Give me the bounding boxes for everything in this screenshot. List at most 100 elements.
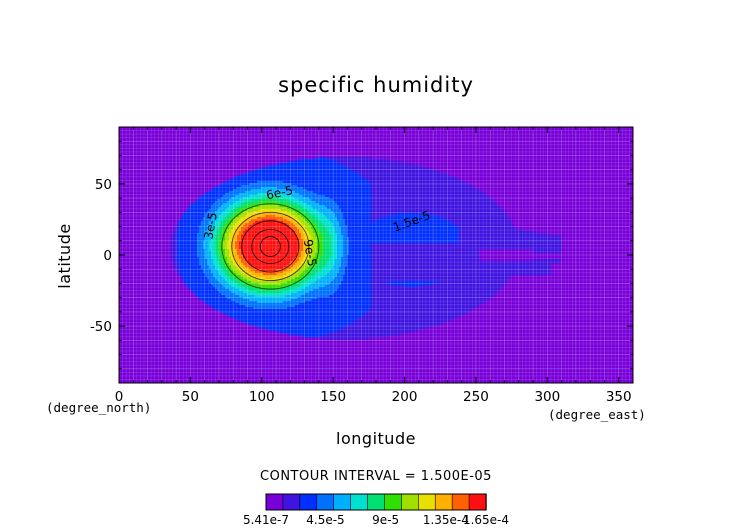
contour-cell bbox=[367, 185, 370, 188]
contour-cell bbox=[453, 227, 456, 230]
contour-cell bbox=[281, 229, 284, 232]
contour-cell bbox=[187, 217, 190, 220]
contour-cell bbox=[267, 171, 270, 174]
contour-cell bbox=[309, 203, 312, 206]
contour-cell bbox=[329, 179, 332, 182]
contour-cell bbox=[253, 173, 256, 176]
contour-cell bbox=[431, 175, 434, 178]
contour-cell bbox=[469, 209, 472, 212]
contour-cell bbox=[399, 219, 402, 222]
contour-cell bbox=[281, 195, 284, 198]
contour-cell bbox=[373, 183, 376, 186]
contour-cell bbox=[437, 185, 440, 188]
contour-cell bbox=[421, 225, 424, 228]
contour-cell bbox=[475, 217, 478, 220]
contour-cell bbox=[225, 205, 228, 208]
contour-cell bbox=[311, 193, 314, 196]
contour-cell bbox=[383, 187, 386, 190]
contour-cell bbox=[325, 217, 328, 220]
contour-cell bbox=[383, 165, 386, 168]
contour-cell bbox=[497, 205, 500, 208]
contour-cell bbox=[455, 221, 458, 224]
contour-cell bbox=[375, 183, 378, 186]
contour-cell bbox=[193, 223, 196, 226]
contour-cell bbox=[371, 193, 374, 196]
contour-cell bbox=[227, 215, 230, 218]
contour-cell bbox=[337, 189, 340, 192]
contour-cell bbox=[397, 223, 400, 226]
contour-cell bbox=[447, 181, 450, 184]
contour-cell bbox=[265, 209, 268, 212]
contour-cell bbox=[227, 185, 230, 188]
contour-cell bbox=[337, 195, 340, 198]
contour-cell bbox=[431, 211, 434, 214]
contour-cell bbox=[371, 171, 374, 174]
contour-cell bbox=[243, 227, 246, 230]
contour-cell bbox=[389, 225, 392, 228]
contour-cell bbox=[233, 199, 236, 202]
contour-cell bbox=[193, 203, 196, 206]
contour-cell bbox=[473, 211, 476, 214]
contour-cell bbox=[403, 175, 406, 178]
contour-cell bbox=[179, 227, 182, 230]
contour-cell bbox=[395, 199, 398, 202]
contour-cell bbox=[203, 207, 206, 210]
contour-cell bbox=[181, 229, 184, 232]
contour-cell bbox=[443, 223, 446, 226]
contour-cell bbox=[371, 215, 374, 218]
contour-cell bbox=[319, 157, 322, 160]
contour-cell bbox=[375, 209, 378, 212]
contour-cell bbox=[275, 225, 278, 228]
contour-cell bbox=[409, 169, 412, 172]
contour-cell bbox=[371, 159, 374, 162]
contour-cell bbox=[395, 213, 398, 216]
contour-cell bbox=[319, 195, 322, 198]
contour-cell bbox=[229, 201, 232, 204]
contour-cell bbox=[203, 221, 206, 224]
contour-cell bbox=[195, 229, 198, 232]
contour-cell bbox=[387, 165, 390, 168]
contour-cell bbox=[495, 207, 498, 210]
contour-cell bbox=[349, 177, 352, 180]
contour-cell bbox=[261, 169, 264, 172]
contour-cell bbox=[343, 189, 346, 192]
contour-cell bbox=[329, 227, 332, 230]
contour-cell bbox=[413, 199, 416, 202]
contour-cell bbox=[315, 177, 318, 180]
contour-cell bbox=[475, 225, 478, 228]
contour-cell bbox=[259, 225, 262, 228]
contour-cell bbox=[227, 187, 230, 190]
contour-cell bbox=[283, 211, 286, 214]
contour-cell bbox=[247, 221, 250, 224]
contour-cell bbox=[309, 179, 312, 182]
contour-cell bbox=[379, 165, 382, 168]
contour-cell bbox=[343, 167, 346, 170]
contour-cell bbox=[267, 199, 270, 202]
contour-cell bbox=[297, 169, 300, 172]
contour-cell bbox=[441, 211, 444, 214]
contour-cell bbox=[441, 231, 444, 234]
contour-cell bbox=[313, 179, 316, 182]
contour-cell bbox=[417, 231, 420, 234]
contour-cell bbox=[229, 219, 232, 222]
contour-cell bbox=[377, 183, 380, 186]
contour-cell bbox=[309, 181, 312, 184]
contour-cell bbox=[453, 199, 456, 202]
contour-cell bbox=[413, 189, 416, 192]
contour-cell bbox=[377, 231, 380, 234]
contour-cell bbox=[217, 231, 220, 234]
contour-cell bbox=[351, 229, 354, 232]
contour-cell bbox=[373, 209, 376, 212]
contour-cell bbox=[211, 189, 214, 192]
contour-cell bbox=[221, 213, 224, 216]
contour-cell bbox=[221, 217, 224, 220]
contour-cell bbox=[283, 219, 286, 222]
contour-cell bbox=[279, 191, 282, 194]
contour-cell bbox=[263, 199, 266, 202]
contour-cell bbox=[417, 185, 420, 188]
contour-cell bbox=[359, 157, 362, 160]
contour-cell bbox=[407, 165, 410, 168]
contour-cell bbox=[195, 207, 198, 210]
contour-cell bbox=[421, 181, 424, 184]
contour-cell bbox=[215, 203, 218, 206]
